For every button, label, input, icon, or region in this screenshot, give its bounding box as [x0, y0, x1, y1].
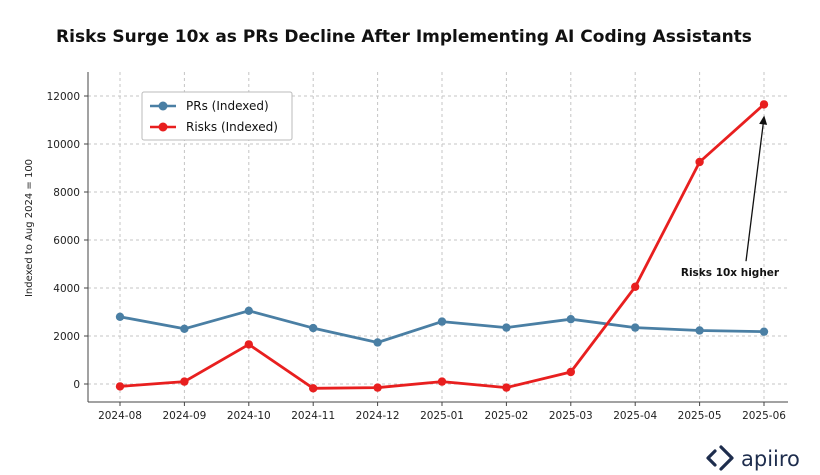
x-tick-label: 2024-12: [356, 410, 400, 422]
annotation-group: Risks 10x higher: [681, 115, 780, 279]
data-point-risks: [309, 384, 318, 393]
data-point-risks: [502, 383, 511, 392]
data-point-risks: [566, 367, 575, 377]
logo-text: apiiro: [741, 447, 800, 471]
legend-label-risks: Risks (Indexed): [186, 120, 278, 134]
series-prs: [115, 306, 769, 347]
y-tick-label: 0: [73, 379, 80, 391]
annotation-arrowhead: [759, 115, 768, 125]
data-point-prs: [437, 317, 447, 326]
data-point-prs: [373, 338, 382, 347]
data-point-risks: [244, 340, 253, 349]
data-point-prs: [115, 312, 125, 321]
y-tick-label: 8000: [53, 187, 80, 199]
legend-marker-risks: [158, 122, 168, 132]
x-tick-label: 2025-03: [549, 410, 593, 422]
data-point-prs: [759, 327, 769, 336]
diamond-chevron-icon: [706, 445, 734, 471]
data-point-prs: [695, 326, 704, 335]
y-tick-label: 2000: [53, 331, 80, 343]
x-tick-label: 2025-04: [613, 410, 657, 422]
data-point-prs: [631, 323, 640, 332]
chart-title: Risks Surge 10x as PRs Decline After Imp…: [56, 27, 752, 47]
data-point-risks: [180, 377, 189, 386]
y-tick-label: 10000: [47, 139, 80, 151]
x-tick-label: 2025-02: [484, 410, 528, 422]
series-risks: [115, 100, 769, 393]
legend-label-prs: PRs (Indexed): [186, 99, 269, 113]
data-point-risks: [631, 282, 640, 291]
legend: PRs (Indexed) Risks (Indexed): [141, 91, 293, 141]
legend-box: [141, 91, 293, 141]
x-tick-label: 2024-10: [227, 410, 271, 422]
data-point-prs: [180, 324, 189, 333]
data-point-prs: [244, 306, 253, 315]
x-tick-label: 2024-11: [291, 410, 335, 422]
x-tick-label: 2024-09: [162, 410, 206, 422]
data-point-risks: [437, 377, 447, 386]
apiiro-logo: apiiro: [706, 445, 800, 471]
legend-marker-prs: [158, 101, 168, 111]
data-point-risks: [115, 382, 125, 391]
series-area: [115, 100, 769, 393]
axes: 0 2000 4000 6000 8000 10000 12000 2024-08 2024-0…: [47, 72, 788, 422]
x-tick-label: 2025-06: [742, 410, 786, 422]
y-axis-label: Indexed to Aug 2024 = 100: [24, 159, 35, 297]
y-tick-label: 4000: [53, 283, 80, 295]
x-tick-label: 2025-01: [420, 410, 464, 422]
annotation-text: Risks 10x higher: [681, 267, 780, 279]
data-point-risks: [759, 100, 769, 109]
data-point-prs: [309, 323, 318, 333]
y-tick-label: 6000: [53, 235, 80, 247]
x-tick-label: 2025-05: [678, 410, 722, 422]
data-point-risks: [373, 383, 382, 392]
annotation-arrow-line: [745, 121, 765, 262]
data-point-prs: [502, 323, 511, 332]
x-tick-label: 2024-08: [98, 410, 142, 422]
y-tick-label: 12000: [47, 91, 80, 103]
data-point-prs: [566, 315, 575, 324]
data-point-risks: [695, 157, 704, 167]
